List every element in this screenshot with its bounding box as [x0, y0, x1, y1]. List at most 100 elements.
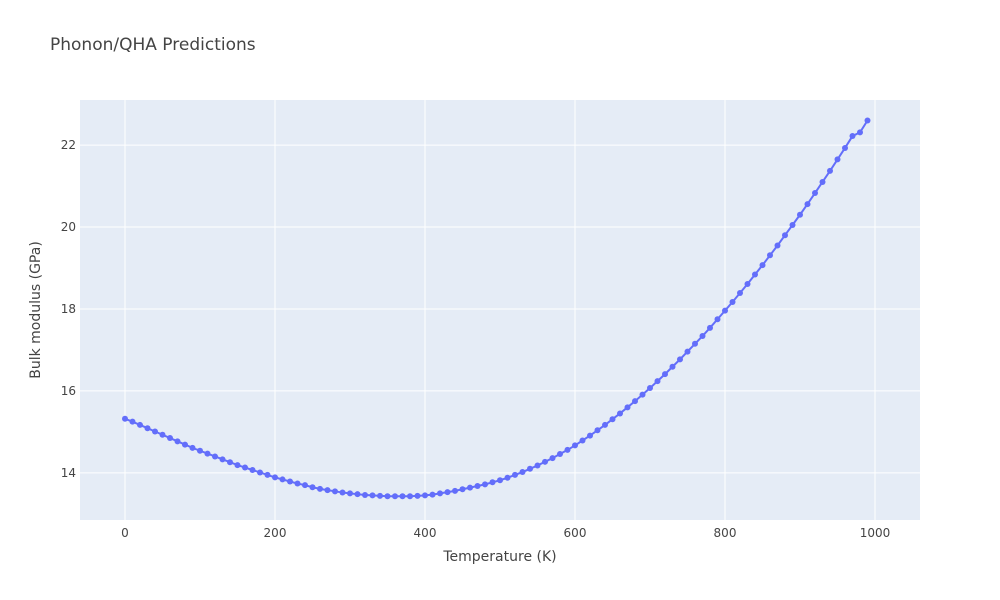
- data-point: [602, 421, 608, 428]
- data-point: [474, 482, 481, 489]
- data-point: [549, 455, 556, 462]
- data-point: [287, 478, 293, 485]
- data-point: [422, 492, 428, 499]
- x-tick-label: 400: [414, 526, 437, 540]
- data-point: [467, 484, 473, 491]
- data-point: [669, 363, 676, 370]
- data-point: [564, 446, 571, 453]
- data-point: [137, 421, 143, 428]
- data-point: [339, 489, 346, 496]
- data-point: [279, 476, 286, 483]
- data-point: [557, 451, 563, 458]
- data-point: [572, 442, 578, 449]
- x-tick-label: 200: [264, 526, 287, 540]
- data-point: [407, 493, 413, 500]
- data-point: [369, 492, 376, 499]
- data-point: [767, 252, 773, 259]
- data-point: [332, 488, 338, 495]
- data-point: [819, 178, 826, 185]
- data-point: [632, 398, 638, 405]
- data-point: [699, 333, 706, 340]
- data-point: [234, 462, 241, 469]
- data-point: [774, 242, 781, 249]
- data-point: [362, 492, 368, 499]
- chart-title: Phonon/QHA Predictions: [50, 35, 256, 55]
- data-point: [684, 348, 691, 355]
- data-point: [219, 456, 226, 463]
- data-point: [714, 316, 721, 323]
- data-point: [527, 465, 533, 472]
- data-point: [399, 493, 406, 500]
- data-point: [849, 133, 856, 140]
- data-point: [302, 482, 308, 489]
- data-point: [324, 487, 331, 494]
- data-point: [174, 438, 181, 445]
- data-point: [189, 444, 196, 451]
- data-point: [579, 437, 586, 444]
- data-point: [617, 410, 623, 417]
- series-points: [122, 117, 871, 500]
- series-line: [124, 119, 869, 498]
- data-point: [789, 221, 796, 228]
- data-point: [392, 493, 398, 500]
- data-point: [519, 469, 526, 476]
- data-point: [489, 479, 496, 486]
- y-axis-label: Bulk modulus (GPa): [28, 241, 44, 379]
- data-point: [842, 144, 848, 151]
- y-tick-label: 20: [61, 220, 76, 234]
- data-point: [512, 471, 518, 478]
- data-point: [437, 490, 443, 497]
- data-point: [317, 485, 323, 492]
- data-point: [129, 418, 136, 425]
- data-point: [459, 486, 466, 493]
- data-point: [167, 435, 173, 442]
- data-point: [662, 371, 668, 378]
- data-point: [752, 271, 758, 278]
- data-point: [782, 232, 788, 239]
- data-point: [212, 453, 218, 460]
- data-point: [182, 441, 188, 448]
- x-tick-label: 800: [714, 526, 737, 540]
- data-point: [122, 415, 128, 422]
- data-point: [594, 427, 601, 434]
- data-point: [857, 129, 863, 136]
- data-point: [587, 432, 593, 439]
- data-point: [309, 484, 316, 491]
- data-point: [444, 489, 451, 496]
- data-point: [429, 491, 436, 498]
- y-tick-label: 22: [61, 138, 76, 152]
- data-point: [414, 492, 421, 499]
- plot-area: [80, 100, 920, 520]
- data-point: [677, 356, 683, 363]
- data-point: [797, 211, 803, 218]
- y-tick-label: 18: [61, 302, 76, 316]
- data-point: [647, 385, 653, 392]
- x-axis-ticks: 0 200 400 600 800 1000: [121, 526, 890, 540]
- data-point: [197, 447, 203, 454]
- data-point: [624, 404, 631, 411]
- data-point: [482, 481, 488, 488]
- data-point: [654, 378, 661, 385]
- data-point: [639, 391, 646, 398]
- data-point: [864, 117, 871, 124]
- data-point: [542, 458, 548, 465]
- data-point: [242, 464, 248, 471]
- data-point: [759, 262, 766, 269]
- data-point: [354, 491, 361, 498]
- data-point: [804, 201, 811, 208]
- data-point: [452, 487, 458, 494]
- data-point: [204, 450, 211, 457]
- data-point: [504, 474, 511, 481]
- data-point: [144, 425, 151, 432]
- data-point: [347, 490, 353, 497]
- data-point: [249, 467, 256, 474]
- data-point: [737, 289, 743, 296]
- data-point: [497, 477, 503, 484]
- data-point: [827, 167, 833, 174]
- data-point: [812, 190, 818, 197]
- data-point: [707, 324, 713, 331]
- data-point: [534, 462, 541, 469]
- y-tick-label: 16: [61, 384, 76, 398]
- data-point: [834, 156, 841, 163]
